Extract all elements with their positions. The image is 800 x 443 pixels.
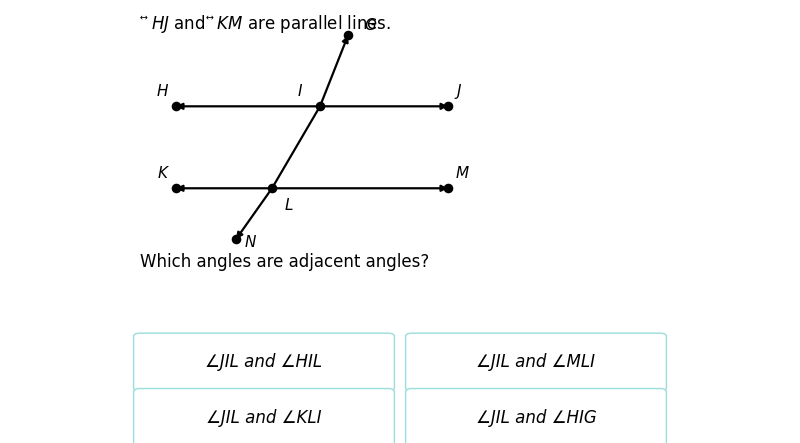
FancyBboxPatch shape [406,389,666,443]
Point [230,236,242,243]
Text: $\overleftrightarrow{HJ}$ and $\overleftrightarrow{KM}$ are parallel lines.: $\overleftrightarrow{HJ}$ and $\overleft… [140,13,391,35]
Text: H: H [157,84,168,99]
Text: J: J [456,84,461,99]
Point [342,32,354,39]
Point [266,185,278,192]
FancyBboxPatch shape [406,333,666,391]
Text: ∠JIL and ∠MLI: ∠JIL and ∠MLI [477,353,595,371]
Text: L: L [285,198,294,213]
Text: I: I [298,84,302,99]
Text: Which angles are adjacent angles?: Which angles are adjacent angles? [140,253,430,271]
Point [442,185,454,192]
Point [442,103,454,110]
Text: N: N [245,235,256,250]
FancyBboxPatch shape [134,389,394,443]
Point [170,185,182,192]
Text: M: M [456,166,469,181]
Text: ∠JIL and ∠HIL: ∠JIL and ∠HIL [206,353,322,371]
Point [314,103,326,110]
Point [170,103,182,110]
Text: ∠JIL and ∠HIG: ∠JIL and ∠HIG [476,408,596,427]
Text: ∠JIL and ∠KLI: ∠JIL and ∠KLI [206,408,322,427]
FancyBboxPatch shape [134,333,394,391]
Text: G: G [365,18,377,33]
Text: K: K [158,166,168,181]
